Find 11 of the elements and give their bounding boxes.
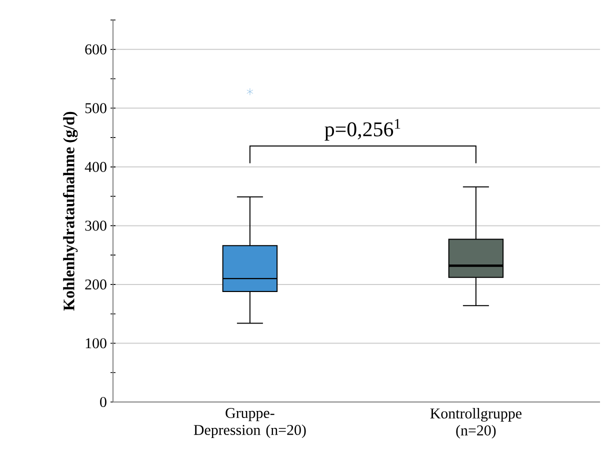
y-axis-title: Kohlenhydrataufnahme (g/d) <box>62 112 78 311</box>
y-tick-label: 400 <box>84 162 106 172</box>
y-tick-label: 200 <box>85 279 106 290</box>
y-tick-label: 300 <box>85 220 106 231</box>
x-tick-label: Gruppe-Depression (n=20) <box>194 408 306 438</box>
y-tick-label: 0 <box>100 396 106 408</box>
y-tick-label: 600 <box>85 44 106 54</box>
x-tick-label: Kontrollgruppe (n=20) <box>430 408 522 439</box>
annotation: p=0,256$^{1}$ <box>324 119 400 141</box>
y-tick-label: 100 <box>86 338 106 348</box>
y-tick-label: 500 <box>85 103 106 114</box>
